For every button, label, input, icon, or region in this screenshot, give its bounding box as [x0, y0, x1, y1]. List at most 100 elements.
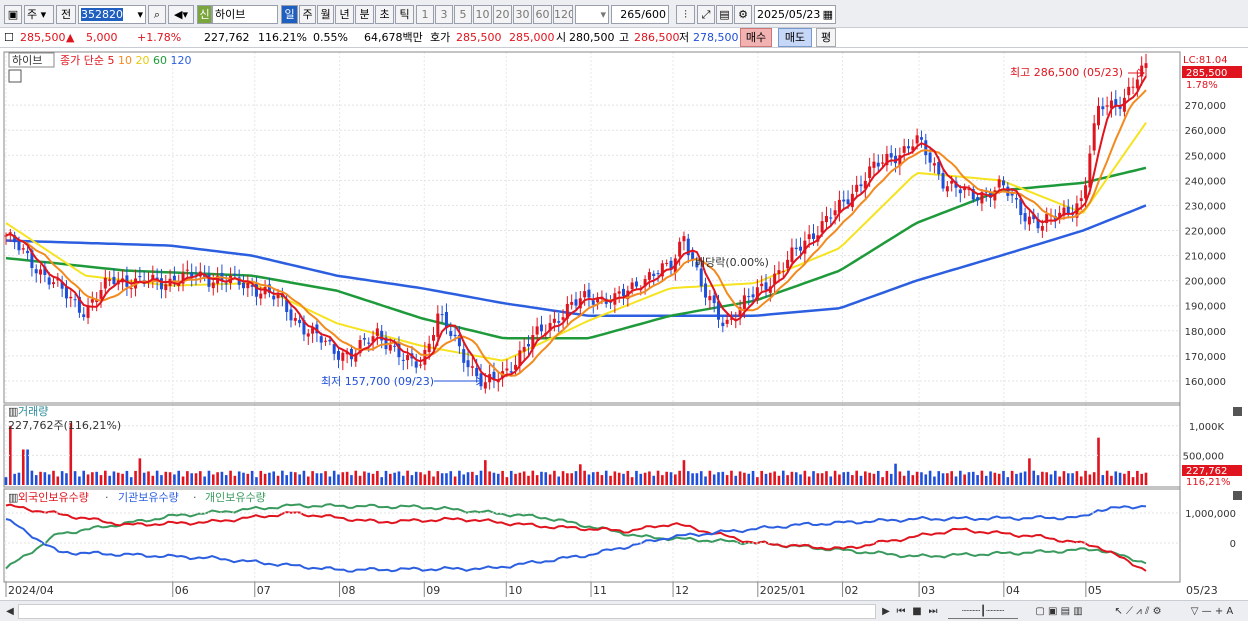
buy-button[interactable]: 매수	[740, 28, 772, 47]
volume-bar	[954, 476, 958, 485]
interval-20[interactable]: 20	[493, 5, 512, 24]
interval-1[interactable]: 1	[416, 5, 434, 24]
volume-bar	[639, 473, 643, 485]
period-minute[interactable]: 분	[355, 5, 374, 24]
volume-tick-label: 1,000K	[1189, 422, 1225, 433]
candle-body	[535, 326, 539, 335]
candle-body	[64, 286, 68, 299]
holdings-close-icon[interactable]	[1233, 491, 1242, 500]
candle-body	[669, 260, 673, 270]
toolbar: ▣ 주 ▾ 전 352820 ▾ ⌕ ◀▾ 신 하이브 일 주 월 년 분 초 틱…	[0, 0, 1248, 28]
view-count-input[interactable]: 265/600	[611, 5, 669, 24]
volume-bar	[799, 474, 802, 485]
candle-body	[129, 288, 133, 290]
volume-close-icon[interactable]	[1233, 407, 1242, 416]
volume-bar	[302, 470, 306, 485]
volume-bar	[1062, 471, 1066, 485]
price-tick-label: 270,000	[1185, 101, 1226, 112]
candle-body	[341, 352, 345, 361]
candle-body	[293, 317, 297, 321]
period-year[interactable]: 년	[335, 5, 354, 24]
zoom-slider[interactable]: ┈┈┈┃┈┈┈	[948, 604, 1018, 619]
candle-body	[665, 262, 669, 264]
draw-tool-icon[interactable]: ⤢	[697, 5, 715, 24]
interval-input[interactable]: ▾	[575, 5, 609, 24]
volume-bar	[781, 470, 785, 485]
chevron-down-icon[interactable]: ▾	[137, 8, 143, 21]
speaker-icon[interactable]: ◀▾	[168, 5, 194, 24]
period-week[interactable]: 주	[299, 5, 316, 24]
scroll-left-icon[interactable]: ◀	[6, 606, 14, 617]
candle-body	[34, 269, 38, 274]
candle-body	[894, 155, 898, 164]
candle-body	[242, 282, 245, 289]
interval-5[interactable]: 5	[454, 5, 472, 24]
volume-bar	[91, 472, 94, 485]
candle-body	[963, 187, 967, 191]
candle-body	[630, 282, 634, 290]
stock-legend-box	[8, 52, 55, 68]
chart-area[interactable]: 270,000 260,000 250,000 240,000 230,000 220,0…	[0, 49, 1248, 600]
interval-120[interactable]: 120	[553, 5, 573, 24]
volume-bar	[1118, 472, 1122, 485]
candle-body	[652, 273, 656, 277]
x-tick-label: 06	[175, 584, 189, 597]
volume-bar	[1015, 473, 1018, 485]
candle-body	[596, 298, 600, 303]
candle-body	[375, 328, 379, 336]
next-page-icon[interactable]: ⏭	[928, 606, 938, 617]
gear-icon[interactable]: ⚙	[734, 5, 752, 24]
volume-bar	[406, 470, 409, 485]
save-icon[interactable]: ▤	[716, 5, 733, 24]
volume-bar	[898, 471, 902, 485]
date-input[interactable]: 2025/05/23 ▦	[754, 5, 836, 24]
volume-bar	[475, 475, 478, 485]
calendar-icon[interactable]: ▦	[822, 8, 833, 21]
interval-10[interactable]: 10	[473, 5, 492, 24]
interval-30[interactable]: 30	[513, 5, 532, 24]
zoom-icons[interactable]: ▽ — + A	[1190, 606, 1234, 617]
draw-tool-icons[interactable]: ↖ ⟋ ⩘ ⫽ ⚙	[1114, 606, 1162, 617]
stop-icon[interactable]: ■	[912, 606, 922, 617]
market-select[interactable]: 주 ▾	[24, 5, 54, 24]
scrollbar-track[interactable]	[18, 604, 876, 619]
volume-bar	[34, 475, 38, 485]
search-icon[interactable]: ⌕	[148, 5, 166, 24]
volume-bar	[868, 472, 871, 485]
candle-body	[1066, 206, 1070, 214]
candle-type-icon[interactable]: ⫶	[676, 5, 695, 24]
candle-body	[393, 345, 397, 347]
grid-toggle-icon[interactable]	[8, 69, 22, 83]
evaluate-button[interactable]: 평	[816, 28, 836, 47]
volume-bar	[17, 472, 21, 485]
volume-bar	[1131, 477, 1135, 485]
candle-body	[21, 248, 25, 250]
candle-body	[224, 283, 228, 285]
candle-body	[552, 318, 556, 323]
sell-button[interactable]: 매도	[778, 28, 812, 47]
candle-body	[1092, 123, 1096, 151]
stock-code-input[interactable]: 352820 ▾	[78, 5, 146, 24]
period-second[interactable]: 초	[375, 5, 394, 24]
volume-bar	[337, 474, 340, 485]
holdings-legend-dot-2: ·	[193, 491, 197, 504]
volume-bar	[1032, 470, 1036, 485]
candle-body	[971, 189, 975, 200]
checkbox-icon[interactable]: ☐	[4, 31, 14, 44]
layout-icons[interactable]: ▢ ▣ ▤ ▥	[1035, 606, 1083, 617]
volume-bar	[501, 470, 504, 485]
period-month[interactable]: 월	[317, 5, 334, 24]
scroll-right-icon[interactable]: ▶	[882, 606, 890, 617]
interval-60[interactable]: 60	[533, 5, 552, 24]
period-day[interactable]: 일	[281, 5, 298, 24]
price-tick-label: 230,000	[1185, 201, 1226, 212]
candle-body	[514, 364, 518, 370]
volume-bar	[138, 458, 142, 485]
candle-body	[932, 163, 936, 166]
view-count: 265	[620, 8, 642, 21]
window-icon[interactable]: ▣	[4, 5, 22, 24]
first-page-icon[interactable]: ⏮	[896, 606, 906, 617]
prev-button[interactable]: 전	[56, 5, 76, 24]
period-tick[interactable]: 틱	[395, 5, 414, 24]
interval-3[interactable]: 3	[435, 5, 453, 24]
